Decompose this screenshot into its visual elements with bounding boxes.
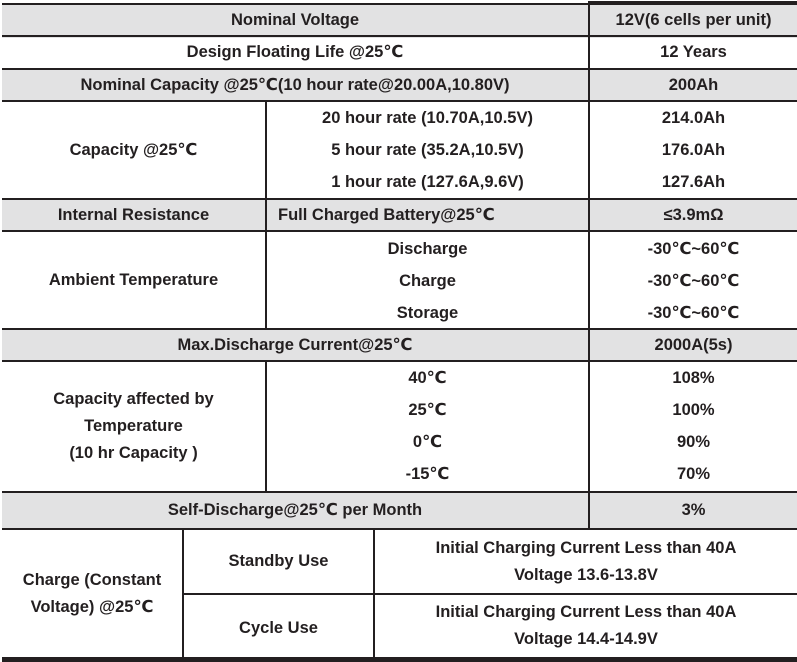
max-discharge-value: 2000A(5s): [654, 335, 733, 354]
capacity-condition-5h: 5 hour rate (35.2A,10.5V): [331, 140, 524, 159]
charge-standby-current: Initial Charging Current Less than 40A: [435, 538, 737, 557]
capacity-value-20h: 214.0Ah: [661, 108, 726, 127]
col-divider-condition: [265, 230, 267, 328]
temp-condition-0: 0℃: [412, 432, 443, 451]
divider: [2, 230, 797, 232]
col-divider-charge-value: [373, 528, 375, 658]
divider: [2, 328, 797, 330]
max-discharge-label: Max.Discharge Current@25℃: [177, 335, 413, 354]
capacity-condition-20h: 20 hour rate (10.70A,10.5V): [322, 108, 533, 127]
charge-value-cycle: Initial Charging Current Less than 40A V…: [375, 595, 797, 657]
capacity-by-temperature-line-2: Temperature: [84, 417, 183, 435]
capacity-label: Capacity @25℃: [69, 140, 198, 159]
internal-resistance-value: ≤3.9mΩ: [663, 205, 724, 224]
temp-condition-minus15: -15℃: [405, 465, 450, 483]
temp-value-25: 100%: [672, 400, 715, 419]
row-bg-max-discharge: [2, 330, 797, 362]
self-discharge-label: Self-Discharge@25℃ per Month: [167, 501, 423, 519]
temp-value-40: 108%: [672, 368, 715, 387]
temp-value-0: 90%: [676, 432, 711, 451]
ambient-condition-discharge: Discharge: [387, 239, 468, 258]
nominal-voltage-value: 12V(6 cells per unit): [615, 11, 772, 29]
ambient-value-storage: -30℃~60℃: [647, 303, 740, 322]
capacity-value-1h: 127.6Ah: [661, 172, 726, 191]
capacity-by-temperature-line-1: Capacity affected by: [53, 390, 214, 408]
nominal-voltage-label: Nominal Voltage: [230, 11, 360, 29]
border-top-thick: [588, 1, 797, 5]
col-divider-value: [588, 2, 590, 528]
divider: [2, 68, 797, 70]
ambient-temperature-label: Ambient Temperature: [48, 270, 219, 289]
capacity-by-temperature-line-3: (10 hr Capacity ): [69, 444, 198, 462]
nominal-capacity-label: Nominal Capacity @25℃(10 hour rate@20.00…: [80, 75, 510, 94]
divider: [182, 593, 797, 595]
col-divider-condition: [265, 100, 267, 230]
charge-standby-voltage: Voltage 13.6-13.8V: [514, 565, 658, 584]
charge-label-line-1: Charge (Constant: [22, 570, 162, 589]
divider: [2, 491, 797, 493]
capacity-by-temperature-label: Capacity affected by Temperature (10 hr …: [2, 362, 265, 491]
capacity-condition-1h: 1 hour rate (127.6A,9.6V): [331, 172, 524, 191]
self-discharge-value: 3%: [681, 501, 706, 519]
ambient-value-charge: -30℃~60℃: [647, 271, 740, 290]
divider: [2, 198, 797, 200]
design-floating-life-label: Design Floating Life @25℃: [186, 43, 404, 61]
internal-resistance-condition: Full Charged Battery@25℃: [278, 205, 495, 224]
temp-value-minus15: 70%: [676, 465, 711, 483]
row-bg-nominal-capacity: [2, 70, 797, 102]
charge-mode-standby: Standby Use: [228, 552, 329, 570]
divider: [2, 360, 797, 362]
border-bottom-thick: [2, 657, 797, 662]
col-divider-charge-mode: [182, 528, 184, 658]
ambient-value-discharge: -30℃~60℃: [647, 239, 740, 258]
temp-condition-25: 25℃: [408, 400, 447, 419]
divider: [2, 528, 797, 530]
border-top: [2, 3, 797, 5]
charge-mode-cycle: Cycle Use: [239, 618, 318, 637]
charge-label: Charge (Constant Voltage) @25℃: [2, 530, 182, 657]
row-bg-nominal-voltage: [2, 5, 797, 38]
internal-resistance-label: Internal Resistance: [57, 205, 210, 224]
col-divider-condition: [265, 360, 267, 491]
charge-cycle-current: Initial Charging Current Less than 40A: [435, 603, 737, 621]
charge-value-standby: Initial Charging Current Less than 40A V…: [375, 530, 797, 593]
ambient-condition-storage: Storage: [396, 303, 459, 322]
capacity-value-5h: 176.0Ah: [661, 140, 726, 159]
divider: [2, 35, 797, 37]
charge-label-line-2: Voltage) @25℃: [30, 597, 154, 616]
row-bg-self-discharge: [2, 493, 797, 528]
charge-cycle-voltage: Voltage 14.4-14.9V: [514, 630, 658, 648]
row-bg-internal-resistance: [2, 200, 797, 232]
ambient-condition-charge: Charge: [399, 271, 456, 290]
divider: [2, 100, 797, 102]
nominal-capacity-value: 200Ah: [668, 75, 719, 94]
temp-condition-40: 40℃: [408, 368, 447, 387]
design-floating-life-value: 12 Years: [660, 43, 727, 61]
